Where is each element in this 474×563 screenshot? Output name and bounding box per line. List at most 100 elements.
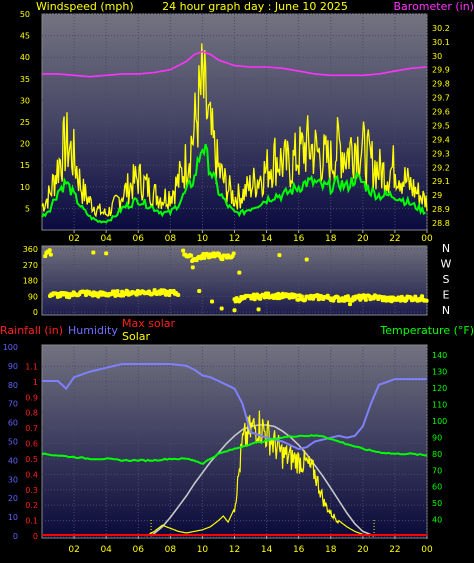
wind-y-tick-label: 25: [20, 118, 30, 127]
wind-y-tick-label: 5: [25, 204, 30, 213]
barometer-line: [42, 50, 428, 78]
temperature-y-tick-label: 50: [432, 499, 442, 508]
barometer-y-tick-label: 29.1: [432, 177, 450, 186]
legend-max-solar: Max solar: [122, 317, 175, 330]
rain-y-tick-label: 0.3: [25, 486, 38, 495]
direction-point: [420, 294, 425, 299]
wind-x-tick-label: 12: [229, 234, 240, 244]
direction-point: [96, 294, 101, 299]
wind-x-tick-label: 06: [133, 234, 145, 244]
direction-y-tick-label: 0: [33, 308, 38, 317]
direction-point: [348, 302, 352, 307]
wind-x-tick-label: 20: [357, 234, 369, 244]
rain-y-tick-label: 0.7: [25, 424, 38, 433]
humidity-y-tick-label: 50: [8, 438, 18, 447]
temperature-y-tick-label: 120: [432, 384, 447, 393]
rain-y-tick-label: 0.1: [25, 517, 38, 526]
direction-point: [299, 294, 304, 299]
wind-y-tick-label: 30: [20, 96, 30, 105]
wind-x-tick-label: 04: [100, 234, 112, 244]
chart-title: 24 hour graph day : June 10 2025: [162, 0, 348, 13]
temp-x-tick-label: 14: [261, 545, 273, 555]
compass-label: N: [442, 242, 450, 255]
temp-x-tick-label: 00: [421, 545, 433, 555]
barometer-y-tick-label: 29.9: [432, 66, 450, 75]
direction-point: [304, 257, 309, 262]
direction-point: [190, 265, 195, 270]
direction-point: [113, 293, 118, 298]
temp-x-tick-label: 02: [68, 545, 79, 555]
direction-point: [210, 299, 215, 304]
temperature-y-tick-label: 60: [432, 483, 442, 492]
compass-label: E: [443, 289, 450, 302]
legend-temperature: Temperature (°F): [379, 324, 474, 337]
direction-point: [104, 251, 109, 256]
direction-point: [219, 306, 224, 311]
wind-y-tick-label: 15: [20, 161, 30, 170]
barometer-y-tick-label: 29.3: [432, 149, 450, 158]
direction-point: [176, 293, 181, 298]
temperature-y-tick-label: 40: [432, 516, 442, 525]
rain-y-tick-label: 0.8: [25, 409, 38, 418]
humidity-y-tick-label: 0: [13, 532, 18, 541]
temperature-y-tick-label: 70: [432, 466, 442, 475]
direction-point: [345, 294, 350, 299]
temperature-y-tick-label: 100: [432, 417, 447, 426]
wind-gust-line: [41, 43, 428, 218]
wind-x-tick-label: 10: [197, 234, 209, 244]
direction-point: [220, 257, 225, 262]
wind-y-tick-label: 45: [20, 32, 30, 41]
humidity-y-tick-label: 100: [3, 343, 18, 352]
wind-x-tick-label: 22: [389, 234, 400, 244]
direction-y-tick-label: 360: [23, 245, 38, 254]
compass-label: W: [441, 258, 452, 271]
wind-y-tick-label: 10: [20, 183, 30, 192]
barometer-y-tick-label: 29.2: [432, 163, 450, 172]
barometer-y-tick-label: 29.4: [432, 135, 450, 144]
barometer-y-tick-label: 29: [432, 191, 442, 200]
direction-y-tick-label: 270: [23, 261, 38, 270]
humidity-line: [42, 363, 427, 451]
direction-point: [294, 293, 299, 298]
direction-point: [389, 299, 394, 304]
rain-y-tick-label: 1.1: [25, 362, 38, 371]
direction-point: [380, 298, 385, 303]
barometer-y-tick-label: 30.2: [432, 24, 450, 33]
temp-x-tick-label: 08: [165, 545, 177, 555]
direction-point: [266, 291, 271, 296]
legend-rainfall: Rainfall (in): [0, 324, 63, 337]
temp-x-tick-label: 22: [389, 545, 400, 555]
direction-point: [167, 293, 172, 298]
barometer-y-tick-label: 28.9: [432, 205, 450, 214]
humidity-y-tick-label: 30: [8, 475, 18, 484]
direction-point: [197, 289, 202, 293]
direction-point: [43, 254, 48, 259]
wind-x-tick-label: 14: [261, 234, 273, 244]
humidity-y-tick-label: 40: [8, 456, 18, 465]
temperature-y-tick-label: 80: [432, 450, 442, 459]
temp-x-tick-label: 16: [293, 545, 305, 555]
barometer-y-tick-label: 29.8: [432, 80, 450, 89]
temp-x-tick-label: 10: [197, 545, 209, 555]
humidity-y-tick-label: 90: [8, 362, 18, 371]
compass-label: S: [443, 273, 450, 286]
wind-x-tick-label: 18: [325, 234, 337, 244]
direction-y-tick-label: 90: [28, 292, 38, 301]
rain-y-tick-label: 0.4: [25, 470, 38, 479]
direction-point: [363, 297, 368, 302]
direction-point: [189, 253, 194, 258]
rain-y-tick-label: 0.5: [25, 455, 38, 464]
direction-point: [231, 251, 236, 256]
rain-y-tick-label: 0: [33, 532, 38, 541]
temp-x-tick-label: 12: [229, 545, 240, 555]
compass-label: N: [442, 304, 450, 317]
wind-y-tick-label: 50: [20, 10, 30, 19]
legend-humidity: Humidity: [68, 324, 118, 337]
direction-point: [181, 248, 186, 253]
temperature-y-tick-label: 110: [432, 401, 447, 410]
wind-x-tick-label: 08: [165, 234, 177, 244]
rain-y-tick-label: 1: [33, 378, 38, 387]
barometer-y-tick-label: 29.6: [432, 108, 450, 117]
direction-point: [48, 252, 53, 257]
